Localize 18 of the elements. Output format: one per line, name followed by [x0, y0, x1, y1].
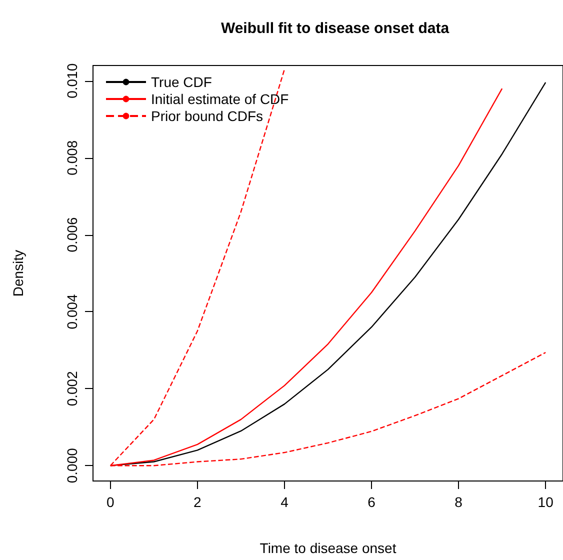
x-tick-label: 0 [106, 494, 115, 510]
x-tick-label: 4 [280, 494, 289, 510]
x-tick-label: 10 [538, 494, 554, 510]
y-tick-label: 0.006 [64, 217, 80, 252]
x-tick-label: 2 [194, 494, 202, 510]
y-tick-label: 0.004 [64, 294, 80, 330]
y-axis-title: Density [10, 250, 26, 297]
chart-title: Weibull fit to disease onset data [220, 20, 450, 37]
x-tick-label: 8 [454, 494, 463, 510]
x-tick-label: 6 [368, 494, 376, 510]
y-tick-label: 0.002 [64, 370, 80, 406]
legend-label: True CDF [151, 74, 212, 90]
y-tick-label: 0.000 [64, 448, 80, 484]
y-tick-label: 0.010 [64, 63, 80, 98]
legend-label: Initial estimate of CDF [151, 91, 289, 107]
y-tick-label: 0.008 [64, 140, 80, 176]
x-axis-title: Time to disease onset [260, 540, 396, 556]
legend-label: Prior bound CDFs [151, 108, 264, 124]
